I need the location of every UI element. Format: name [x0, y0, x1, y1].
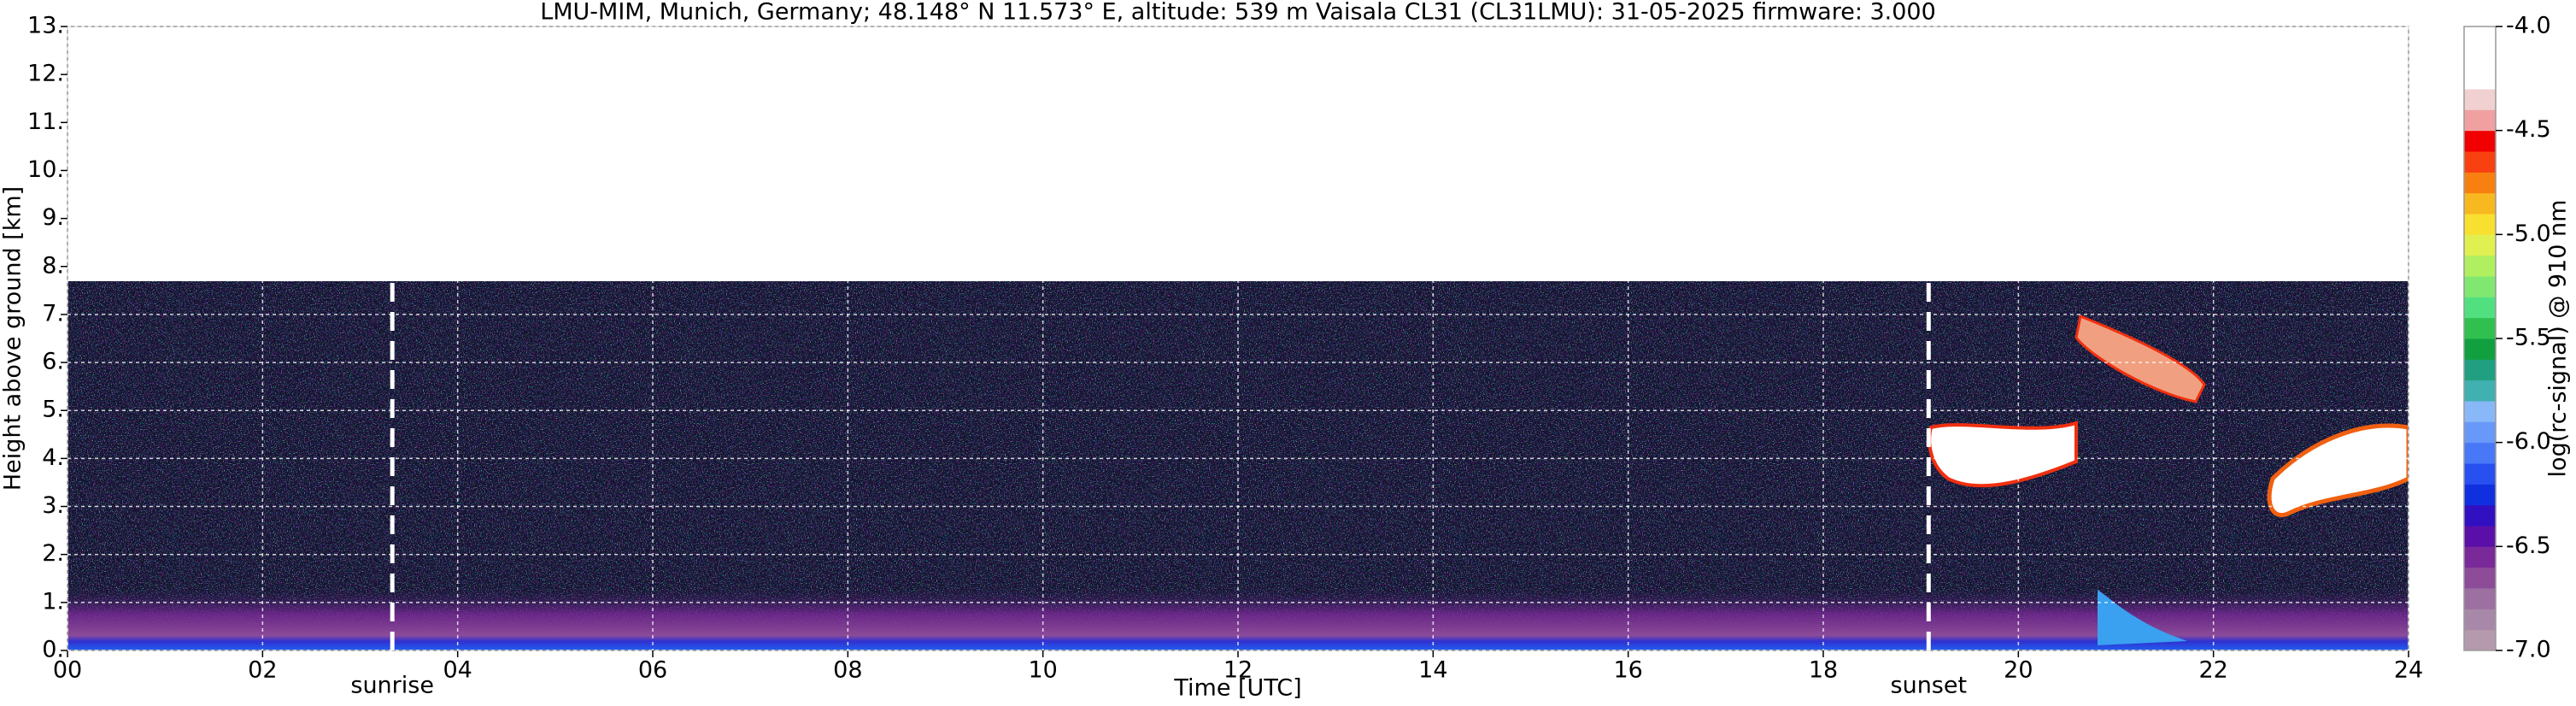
colorbar-cell [2464, 234, 2496, 256]
low-feature [2098, 590, 2187, 645]
x-tick-label: 04 [443, 657, 472, 684]
colorbar-cell [2464, 317, 2496, 339]
cloud [2074, 314, 2206, 403]
colorbar-cell [2464, 526, 2496, 547]
colorbar-cell [2464, 629, 2496, 651]
x-tick-label: 10 [1028, 657, 1057, 684]
colorbar-tick-label: -4.5 [2506, 116, 2551, 143]
colorbar-cell [2464, 192, 2496, 215]
colorbar-cell [2464, 338, 2496, 360]
x-tick-label: 12 [1223, 657, 1253, 684]
colorbar-cell [2464, 379, 2496, 402]
colorbar-tick-label: -5.0 [2506, 221, 2551, 247]
cloud [2267, 423, 2409, 517]
colorbar-cell [2464, 484, 2496, 506]
colorbar-cell [2464, 359, 2496, 381]
x-tick-label: 02 [248, 657, 277, 684]
y-tick-label: 3. [42, 492, 64, 519]
y-tick-label: 8. [42, 252, 64, 279]
colorbar-tick-label: -6.5 [2506, 532, 2551, 559]
colorbar-cell [2464, 255, 2496, 277]
event-label: sunrise [350, 673, 434, 699]
colorbar-cell [2464, 172, 2496, 194]
x-tick-label: 14 [1418, 657, 1447, 684]
colorbar-cell [2464, 567, 2496, 589]
y-axis-label: Height above ground [km] [0, 186, 26, 491]
colorbar-cell [2464, 276, 2496, 297]
x-tick-label: 22 [2198, 657, 2227, 684]
colorbar-tick-label: -4.0 [2506, 13, 2551, 39]
colorbar-cell [2464, 401, 2496, 422]
colorbar-cell [2464, 297, 2496, 319]
colorbar-cell [2464, 68, 2496, 90]
x-tick-label: 24 [2394, 657, 2423, 684]
y-tick-label: 9. [42, 204, 64, 231]
x-tick-label: 00 [53, 657, 82, 684]
y-tick-label: 6. [42, 349, 64, 375]
colorbar-cell [2464, 109, 2496, 132]
colorbar-tick-label: -7.0 [2506, 637, 2551, 663]
y-tick-label: 2. [42, 540, 64, 567]
x-tick-label: 18 [1809, 657, 1838, 684]
x-tick-label: 16 [1613, 657, 1642, 684]
colorbar-cell [2464, 47, 2496, 69]
colorbar-tick-label: -5.5 [2506, 325, 2551, 351]
chart-title: LMU-MIM, Munich, Germany; 48.148° N 11.5… [540, 0, 1936, 26]
colorbar-cell [2464, 504, 2496, 527]
colorbar-cell [2464, 151, 2496, 173]
colorbar-cell [2464, 609, 2496, 631]
y-tick-label: 7. [42, 300, 64, 327]
colorbar-label: log(rc-signal) @ 910 nm [2545, 200, 2572, 478]
colorbar-tick-label: -6.0 [2506, 428, 2551, 455]
x-tick-label: 08 [833, 657, 862, 684]
y-tick-label: 0. [42, 637, 64, 663]
colorbar-cell [2464, 421, 2496, 444]
colorbar-cell [2464, 214, 2496, 235]
colorbar-cell [2464, 89, 2496, 110]
x-tick-label: 06 [638, 657, 667, 684]
y-tick-label: 12. [27, 61, 64, 87]
y-tick-label: 5. [42, 397, 64, 423]
colorbar-cell [2464, 26, 2496, 48]
colorbar-cell [2464, 463, 2496, 485]
colorbar-cell [2464, 588, 2496, 609]
colorbar-cell [2464, 130, 2496, 152]
colorbar-cell [2464, 546, 2496, 568]
y-tick-label: 11. [27, 109, 64, 135]
y-tick-label: 13. [27, 13, 64, 39]
colorbar-cell [2464, 442, 2496, 464]
y-tick-label: 10. [27, 156, 64, 183]
x-axis-label: Time [UTC] [1173, 675, 1301, 702]
event-label: sunset [1891, 673, 1968, 699]
y-tick-label: 4. [42, 444, 64, 471]
boundary-layer [67, 590, 2409, 650]
y-tick-label: 1. [42, 588, 64, 615]
x-tick-label: 20 [2004, 657, 2033, 684]
cloud [1928, 421, 2078, 488]
